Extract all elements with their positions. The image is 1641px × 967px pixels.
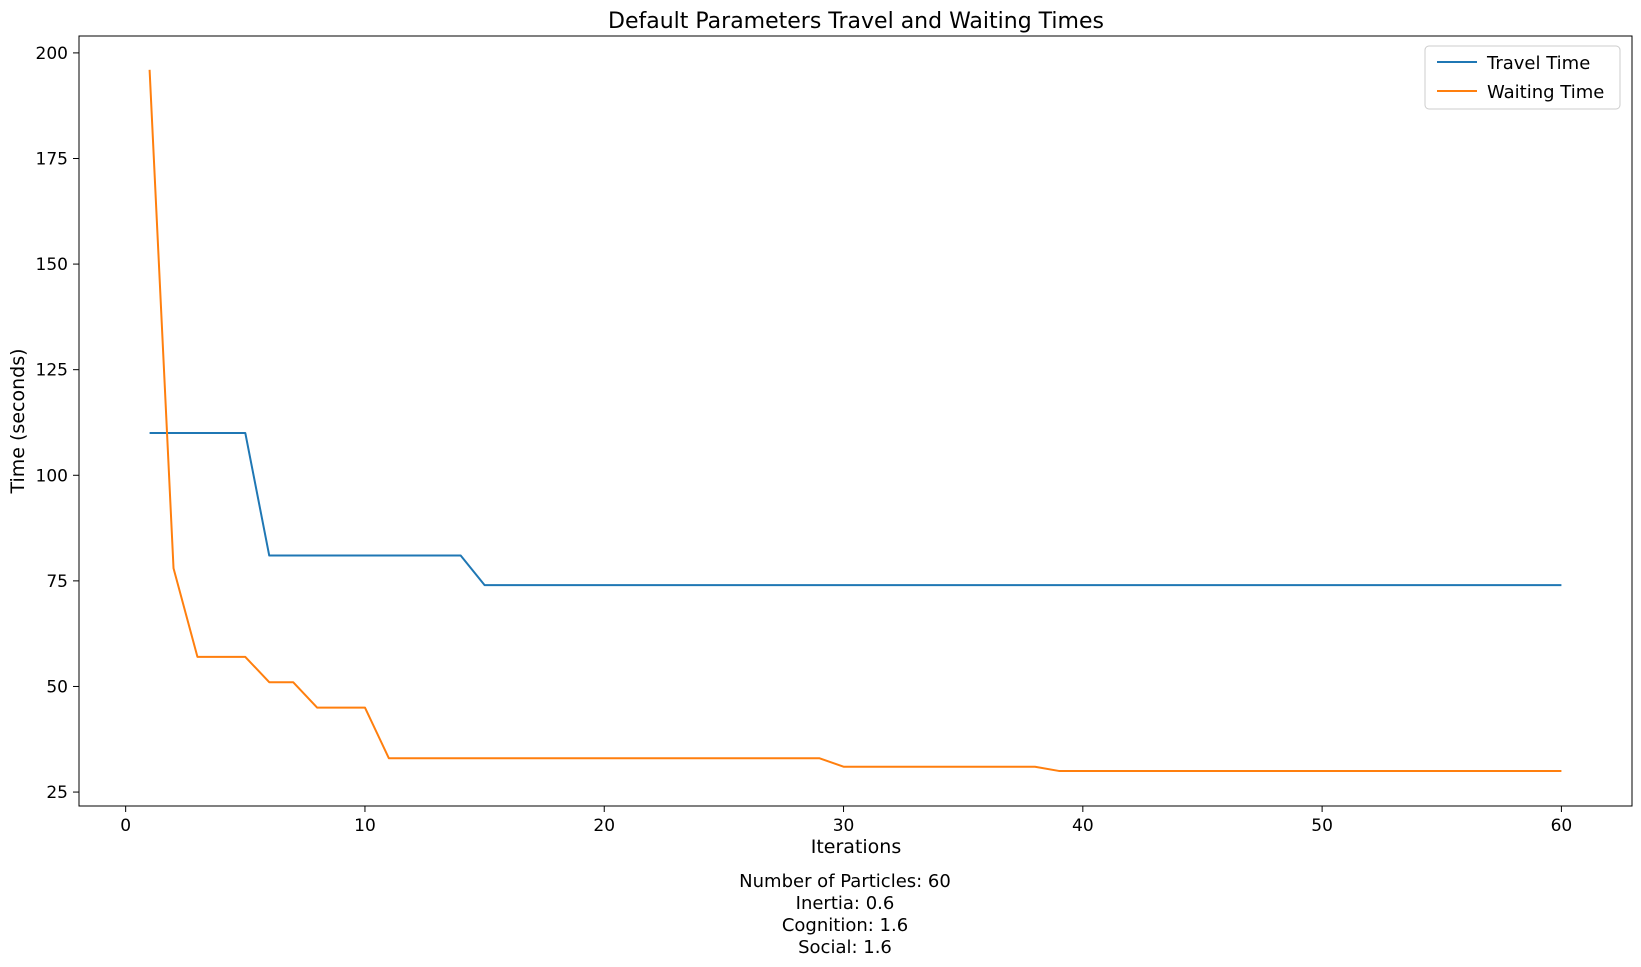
y-tick-label: 175 [36,149,68,169]
x-tick-label: 30 [833,816,855,836]
caption-particles: Number of Particles: 60 [739,871,951,892]
x-tick-label: 40 [1072,816,1094,836]
x-tick-label: 0 [120,816,131,836]
plot-area: 0 10 20 30 40 50 60 25 50 75 100 125 150 175 200 [36,35,1633,836]
y-tick-label: 50 [46,677,68,697]
y-tick-label: 25 [46,783,68,803]
x-tick-label: 60 [1551,816,1573,836]
y-tick-label: 125 [36,361,68,381]
series-line-travel-time [149,432,1562,587]
y-tick-label: 200 [36,44,68,64]
axes-frame [78,35,1633,807]
x-tick-label: 10 [354,816,376,836]
x-tick-label: 20 [593,816,615,836]
y-tick-label: 150 [36,255,68,275]
y-tick-label: 75 [46,572,68,592]
legend-label-waiting-time: Waiting Time [1487,82,1604,103]
chart-title: Default Parameters Travel and Waiting Ti… [608,9,1104,34]
legend-label-travel-time: Travel Time [1486,53,1590,74]
legend: Travel Time Waiting Time [1424,45,1621,110]
caption-cognition: Cognition: 1.6 [782,915,908,936]
parameter-caption: Number of Particles: 60 Inertia: 0.6 Cog… [739,871,951,958]
y-axis-label: Time (seconds) [7,348,29,494]
x-tick-label: 50 [1311,816,1333,836]
x-axis-label: Iterations [811,836,902,858]
y-tick-label: 100 [36,466,68,486]
caption-social: Social: 1.6 [798,937,892,958]
series-lines [148,69,1562,772]
caption-inertia: Inertia: 0.6 [796,893,895,914]
y-axis-ticks: 25 50 75 100 125 150 175 200 [36,44,79,803]
series-line-waiting-time [148,69,1562,772]
x-axis-ticks: 0 10 20 30 40 50 60 [120,806,1572,836]
